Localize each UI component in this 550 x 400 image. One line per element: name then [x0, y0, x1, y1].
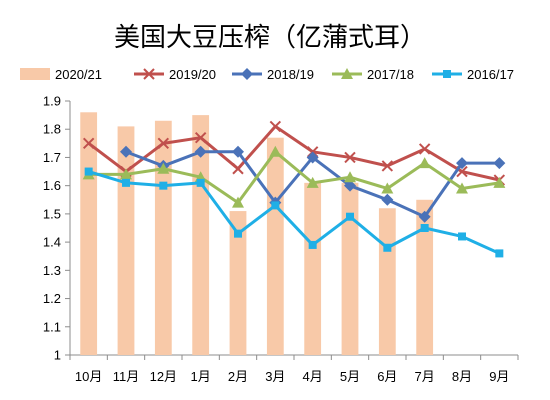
x-tick-label: 12月 — [150, 369, 177, 384]
point-2018-19-6 — [306, 151, 319, 164]
line-2019-20 — [87, 124, 500, 182]
bar-2020-21-5 — [266, 137, 284, 355]
point-2017-18-8 — [381, 182, 394, 194]
point-2017-18-9 — [418, 157, 431, 169]
y-tick-label: 1.7 — [43, 150, 61, 165]
point-2017-18-6 — [306, 176, 319, 188]
y-tick-label: 1.6 — [43, 178, 61, 193]
point-2019-20-8 — [381, 160, 394, 172]
x-tick-label: 9月 — [489, 369, 509, 384]
legend-label: 2018/19 — [267, 67, 314, 82]
point-2016-17-2 — [159, 181, 168, 190]
x-tick-label: 10月 — [75, 369, 102, 384]
y-tick-label: 1.5 — [43, 206, 61, 221]
line-2016-17 — [88, 170, 500, 255]
point-2017-18-4 — [232, 196, 244, 208]
point-2019-20-2 — [157, 137, 170, 150]
bar-series — [80, 112, 434, 356]
point-2016-17-4 — [234, 229, 242, 238]
point-2017-18-2 — [157, 162, 170, 174]
point-2016-17-1 — [122, 178, 130, 187]
bar-2020-21-2 — [154, 120, 172, 355]
legend-marker — [443, 70, 451, 78]
legend-item-2016-17: 2016/17 — [432, 67, 514, 82]
bar-2020-21-8 — [378, 208, 396, 355]
y-tick-label: 1.8 — [43, 122, 61, 137]
point-2019-20-0 — [82, 137, 95, 150]
point-2016-17-6 — [308, 240, 317, 249]
legend-item-2020-21: 2020/21 — [20, 67, 102, 82]
chart-title: 美国大豆压榨（亿蒲式耳） — [114, 23, 426, 53]
legend-label: 2016/17 — [467, 67, 514, 82]
y-tick-label: 1.3 — [43, 263, 61, 278]
point-2017-18-5 — [269, 145, 282, 157]
y-tick-label: 1.9 — [43, 94, 61, 109]
x-tick-label: 5月 — [340, 369, 360, 384]
x-tick-label: 1月 — [191, 369, 211, 384]
legend-swatch — [20, 68, 50, 80]
point-2019-20-7 — [344, 151, 356, 164]
bar-2020-21-7 — [341, 182, 359, 355]
point-2017-18-11 — [493, 176, 506, 188]
x-tick-label: 2月 — [228, 369, 248, 384]
bar-2020-21-1 — [117, 126, 135, 356]
point-2018-19-8 — [381, 193, 394, 206]
x-tick-label: 11月 — [113, 369, 140, 384]
point-2016-17-0 — [84, 167, 93, 176]
point-2016-17-8 — [383, 243, 392, 252]
point-2016-17-5 — [271, 201, 280, 210]
point-2019-20-5 — [269, 120, 282, 133]
legend-marker — [241, 68, 253, 80]
x-tick-label: 6月 — [377, 369, 397, 384]
legend-item-2019-20: 2019/20 — [134, 67, 216, 82]
point-2016-17-9 — [420, 224, 429, 232]
line-2017-18 — [88, 150, 500, 205]
point-2016-17-7 — [346, 212, 354, 221]
legend-marker — [143, 68, 155, 80]
point-2019-20-9 — [418, 143, 431, 155]
y-tick-label: 1.4 — [43, 235, 61, 250]
point-2016-17-10 — [458, 232, 466, 241]
bar-2020-21-4 — [229, 211, 247, 355]
point-2018-19-1 — [120, 145, 132, 158]
y-tick-label: 1.2 — [43, 291, 61, 306]
line-series — [82, 120, 506, 258]
y-tick-label: 1.1 — [43, 319, 61, 334]
point-2017-18-7 — [344, 171, 356, 183]
x-tick-label: 3月 — [265, 369, 285, 384]
point-2018-19-4 — [232, 145, 244, 158]
point-2019-20-4 — [232, 163, 244, 175]
x-tick-label: 4月 — [303, 369, 323, 384]
x-tick-label: 8月 — [452, 369, 472, 384]
legend: 2020/21 2019/20 2018/19 2017/18 2016/17 — [20, 67, 514, 82]
legend-marker — [341, 68, 353, 79]
point-2018-19-3 — [194, 145, 207, 158]
axes — [65, 100, 519, 360]
legend-item-2018-19: 2018/19 — [232, 67, 314, 82]
legend-label: 2019/20 — [169, 67, 216, 82]
legend-label: 2017/18 — [367, 67, 414, 82]
point-2017-18-10 — [456, 182, 468, 194]
point-2018-19-7 — [344, 179, 356, 192]
point-2016-17-3 — [196, 178, 205, 187]
legend-item-2017-18: 2017/18 — [332, 67, 414, 82]
point-2018-19-10 — [456, 157, 468, 170]
bar-2020-21-6 — [304, 182, 322, 355]
bar-2020-21-9 — [416, 199, 434, 355]
point-2018-19-9 — [418, 210, 431, 223]
legend-label: 2020/21 — [55, 67, 102, 82]
x-tick-label: 7月 — [415, 369, 435, 384]
tick-labels: 1 1.1 1.2 1.3 1.4 1.5 1.6 1.7 1.8 1.9 10月 11月 12月 1月 2… — [43, 94, 510, 385]
point-2016-17-11 — [495, 249, 504, 258]
point-2017-18-1 — [120, 168, 132, 180]
point-2018-19-11 — [493, 157, 506, 170]
point-2019-20-3 — [194, 131, 207, 144]
y-tick-label: 1 — [54, 348, 61, 363]
